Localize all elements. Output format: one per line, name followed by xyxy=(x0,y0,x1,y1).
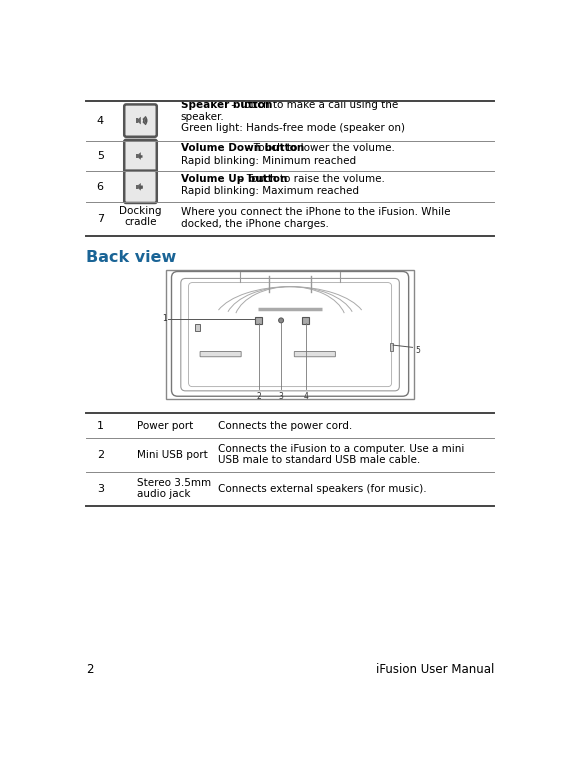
Text: – Touch to raise the volume.: – Touch to raise the volume. xyxy=(235,174,385,184)
Text: docked, the iPhone charges.: docked, the iPhone charges. xyxy=(181,219,329,229)
Text: cradle: cradle xyxy=(125,217,157,227)
Text: audio jack: audio jack xyxy=(136,489,190,499)
Text: 5: 5 xyxy=(415,346,421,355)
Text: Volume Up button: Volume Up button xyxy=(181,174,287,184)
Text: 2: 2 xyxy=(86,663,94,676)
Text: Speaker button: Speaker button xyxy=(181,100,272,110)
Text: Stereo 3.5mm: Stereo 3.5mm xyxy=(136,478,211,489)
Text: 4: 4 xyxy=(303,392,308,400)
FancyBboxPatch shape xyxy=(166,270,414,400)
Polygon shape xyxy=(138,152,141,160)
Polygon shape xyxy=(136,184,138,189)
Text: Volume Down button: Volume Down button xyxy=(181,143,304,154)
FancyBboxPatch shape xyxy=(195,324,200,330)
Text: Mini USB port: Mini USB port xyxy=(136,450,207,460)
Text: Docking: Docking xyxy=(119,205,162,216)
Text: 2: 2 xyxy=(256,392,261,400)
FancyBboxPatch shape xyxy=(255,317,261,323)
Text: Connects the power cord.: Connects the power cord. xyxy=(218,421,352,431)
Text: 5: 5 xyxy=(97,151,104,161)
Text: 4: 4 xyxy=(97,116,104,126)
FancyBboxPatch shape xyxy=(124,104,157,137)
FancyBboxPatch shape xyxy=(390,343,393,351)
FancyBboxPatch shape xyxy=(200,352,241,357)
Text: USB male to standard USB male cable.: USB male to standard USB male cable. xyxy=(218,455,420,465)
Text: Green light: Hands-free mode (speaker on): Green light: Hands-free mode (speaker on… xyxy=(181,123,405,133)
FancyBboxPatch shape xyxy=(124,170,157,203)
Polygon shape xyxy=(138,183,141,191)
Text: 7: 7 xyxy=(97,214,104,224)
Text: Rapid blinking: Maximum reached: Rapid blinking: Maximum reached xyxy=(181,186,359,196)
Text: 1: 1 xyxy=(162,314,167,323)
Text: 1: 1 xyxy=(97,421,104,431)
FancyBboxPatch shape xyxy=(302,317,309,323)
Text: Back view: Back view xyxy=(86,250,177,265)
Text: 2: 2 xyxy=(97,450,104,460)
FancyBboxPatch shape xyxy=(171,272,409,396)
Text: – Touch to make a call using the: – Touch to make a call using the xyxy=(228,100,398,110)
Text: – Touch to lower the volume.: – Touch to lower the volume. xyxy=(242,143,395,154)
Polygon shape xyxy=(136,118,138,123)
Text: Power port: Power port xyxy=(136,421,193,431)
FancyBboxPatch shape xyxy=(124,140,157,172)
Text: Connects the iFusion to a computer. Use a mini: Connects the iFusion to a computer. Use … xyxy=(218,444,464,454)
FancyBboxPatch shape xyxy=(188,282,392,387)
Polygon shape xyxy=(138,116,141,125)
Text: iFusion User Manual: iFusion User Manual xyxy=(375,663,494,676)
FancyBboxPatch shape xyxy=(181,279,400,391)
Text: 6: 6 xyxy=(97,182,104,192)
Text: speaker.: speaker. xyxy=(181,112,225,122)
Text: 3: 3 xyxy=(97,484,104,494)
FancyBboxPatch shape xyxy=(294,352,336,357)
Text: Connects external speakers (for music).: Connects external speakers (for music). xyxy=(218,484,427,494)
Text: 3: 3 xyxy=(278,392,284,400)
Text: Where you connect the iPhone to the iFusion. While: Where you connect the iPhone to the iFus… xyxy=(181,206,451,217)
Circle shape xyxy=(278,318,284,323)
Text: Rapid blinking: Minimum reached: Rapid blinking: Minimum reached xyxy=(181,156,356,166)
Polygon shape xyxy=(136,154,138,158)
